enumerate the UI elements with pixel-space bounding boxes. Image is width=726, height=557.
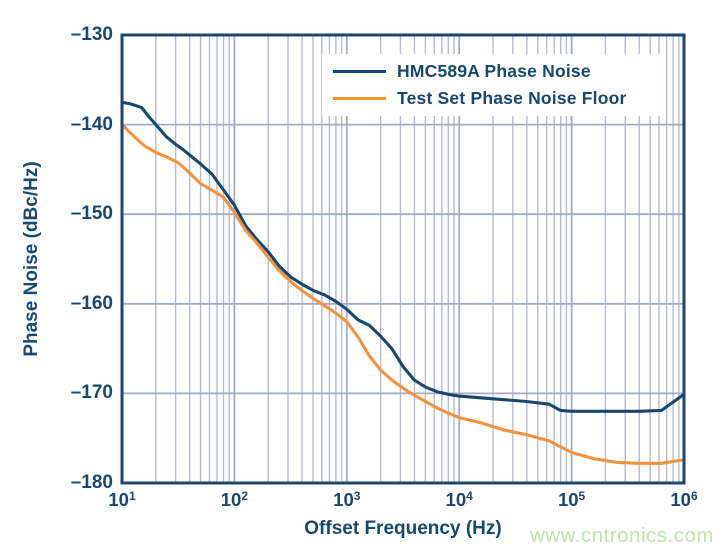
test-set-line-swatch	[333, 97, 386, 100]
y-tick-label: –130	[70, 24, 113, 45]
y-axis-title: Phase Noise (dBc/Hz)	[21, 161, 42, 357]
y-tick-label: –160	[70, 292, 113, 314]
y-tick-label: –180	[70, 472, 113, 493]
legend-label-hmc589a: HMC589A Phase Noise	[397, 61, 591, 81]
y-tick-label: –170	[70, 382, 113, 404]
plot-frame	[120, 33, 686, 485]
legend-label-test-set: Test Set Phase Noise Floor	[397, 88, 627, 108]
legend-item-hmc589a: HMC589A Phase Noise	[333, 61, 660, 82]
x-tick-label: 103	[333, 489, 361, 510]
hmc589a-curve	[120, 100, 686, 413]
x-tick-label: 102	[220, 489, 249, 510]
x-tick-label: 105	[557, 489, 586, 510]
hmc589a-line-swatch	[333, 70, 386, 73]
x-tick-label: 101	[108, 489, 136, 510]
x-tick-label: 104	[445, 489, 473, 510]
legend-item-test-set: Test Set Phase Noise Floor	[333, 88, 660, 109]
x-axis-title: Offset Frequency (Hz)	[304, 518, 502, 539]
watermark: www.cntronics.com	[530, 524, 714, 547]
y-tick-label: –140	[70, 113, 113, 135]
y-tick-label: –150	[70, 203, 113, 225]
test-set-curve	[120, 123, 686, 465]
legend: HMC589A Phase Noise Test Set Phase Noise…	[322, 54, 660, 116]
x-tick-label: 106	[670, 489, 698, 510]
